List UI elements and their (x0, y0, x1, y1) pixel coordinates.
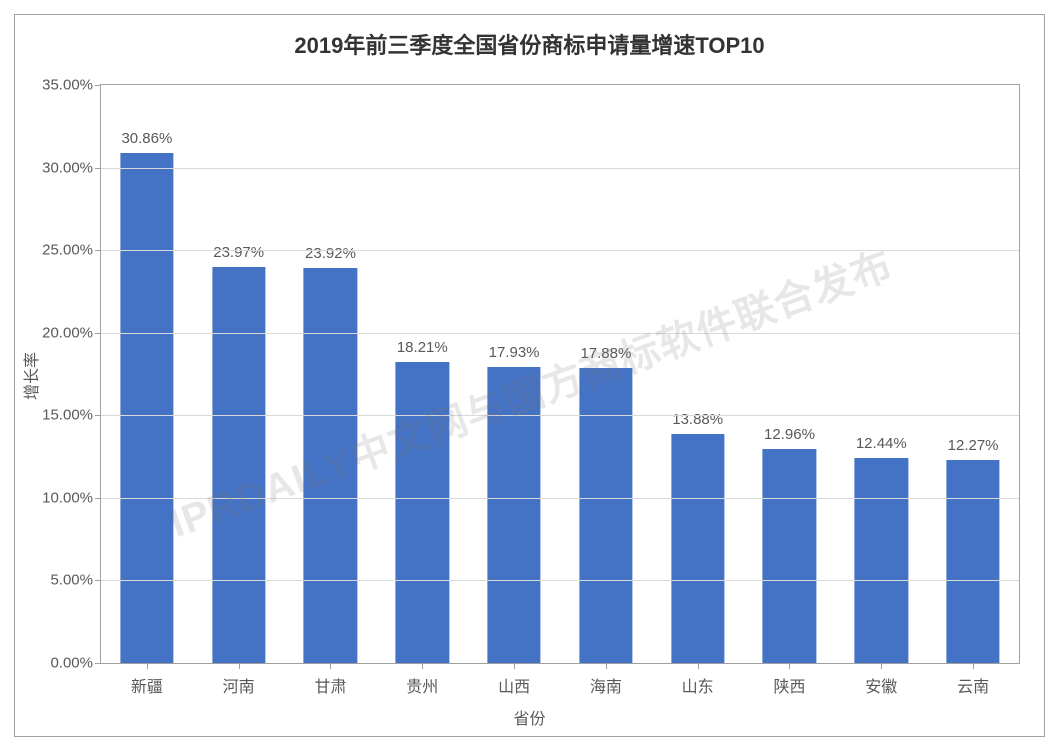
bar-slot: 23.92%甘肃 (285, 85, 377, 663)
gridline (101, 580, 1019, 581)
bar: 23.92% (304, 268, 357, 663)
bar: 23.97% (212, 267, 265, 663)
bar-slot: 17.88%海南 (560, 85, 652, 663)
x-tick-mark (698, 663, 699, 669)
bar-value-label: 12.44% (856, 435, 907, 452)
bar-slot: 12.44%安徽 (835, 85, 927, 663)
x-tick-mark (973, 663, 974, 669)
chart-title: 2019年前三季度全国省份商标申请量增速TOP10 (0, 28, 1059, 60)
bar-value-label: 30.86% (121, 130, 172, 147)
x-tick-mark (147, 663, 148, 669)
bar: 12.27% (946, 460, 999, 663)
x-tick-label: 云南 (957, 673, 989, 697)
x-tick-label: 安徽 (865, 673, 897, 697)
x-tick-mark (239, 663, 240, 669)
x-tick-mark (422, 663, 423, 669)
x-tick-mark (330, 663, 331, 669)
gridline (101, 498, 1019, 499)
gridline (101, 415, 1019, 416)
y-tick-label: 5.00% (50, 572, 101, 589)
bar-value-label: 12.96% (764, 426, 815, 443)
x-tick-label: 海南 (590, 673, 622, 697)
x-tick-label: 甘肃 (314, 673, 346, 697)
bar: 30.86% (120, 153, 173, 663)
bar-slot: 12.96%陕西 (744, 85, 836, 663)
x-tick-label: 新疆 (131, 673, 163, 697)
bar-slot: 12.27%云南 (927, 85, 1019, 663)
y-tick-label: 25.00% (42, 242, 101, 259)
y-tick-label: 0.00% (50, 655, 101, 672)
y-tick-label: 35.00% (42, 77, 101, 94)
bar-value-label: 17.93% (489, 344, 540, 361)
x-tick-mark (789, 663, 790, 669)
x-tick-label: 山东 (682, 673, 714, 697)
x-tick-label: 贵州 (406, 673, 438, 697)
bar-value-label: 12.27% (948, 437, 999, 454)
x-tick-label: 山西 (498, 673, 530, 697)
y-tick-label: 15.00% (42, 407, 101, 424)
bar-slot: 17.93%山西 (468, 85, 560, 663)
chart-container: 2019年前三季度全国省份商标申请量增速TOP10 增长率 30.86%新疆23… (0, 0, 1059, 751)
bar: 13.88% (671, 434, 724, 663)
bars-layer: 30.86%新疆23.97%河南23.92%甘肃18.21%贵州17.93%山西… (101, 85, 1019, 663)
bar-value-label: 18.21% (397, 339, 448, 356)
gridline (101, 168, 1019, 169)
y-tick-label: 10.00% (42, 489, 101, 506)
bar: 12.96% (763, 449, 816, 663)
y-tick-label: 30.00% (42, 159, 101, 176)
x-tick-label: 河南 (223, 673, 255, 697)
y-tick-label: 20.00% (42, 324, 101, 341)
x-tick-label: 陕西 (773, 673, 805, 697)
bar: 12.44% (855, 458, 908, 663)
bar-slot: 23.97%河南 (193, 85, 285, 663)
bar-value-label: 23.97% (213, 244, 264, 261)
gridline (101, 250, 1019, 251)
x-tick-mark (881, 663, 882, 669)
bar: 18.21% (396, 362, 449, 663)
plot-area: 30.86%新疆23.97%河南23.92%甘肃18.21%贵州17.93%山西… (100, 84, 1020, 664)
x-tick-mark (606, 663, 607, 669)
gridline (101, 333, 1019, 334)
bar-value-label: 17.88% (580, 345, 631, 362)
x-axis-title: 省份 (513, 705, 545, 729)
bar-value-label: 13.88% (672, 411, 723, 428)
y-axis-title: 增长率 (18, 351, 42, 399)
bar: 17.93% (487, 367, 540, 663)
bar: 17.88% (579, 368, 632, 663)
bar-value-label: 23.92% (305, 245, 356, 262)
bar-slot: 18.21%贵州 (376, 85, 468, 663)
bar-slot: 30.86%新疆 (101, 85, 193, 663)
x-tick-mark (514, 663, 515, 669)
bar-slot: 13.88%山东 (652, 85, 744, 663)
